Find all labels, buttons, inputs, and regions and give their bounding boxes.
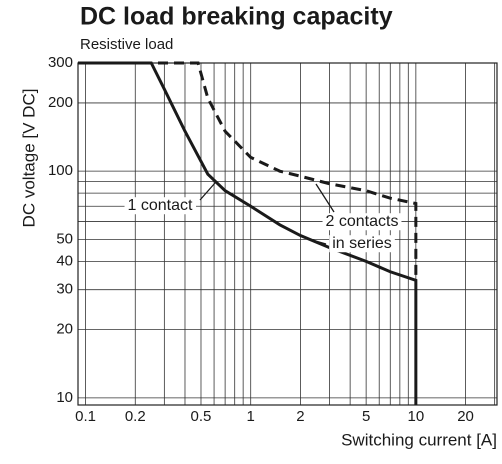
y-axis-label: DC voltage [V DC] bbox=[19, 89, 38, 228]
y-tick-label: 300 bbox=[48, 54, 73, 71]
annotation: in series bbox=[332, 235, 392, 252]
plot-frame bbox=[77, 62, 498, 406]
y-tick-label: 20 bbox=[56, 321, 73, 338]
chart-subtitle: Resistive load bbox=[80, 36, 173, 53]
annotation: 1 contact bbox=[128, 197, 193, 214]
y-tick-label: 50 bbox=[56, 230, 73, 247]
x-tick-label: 2 bbox=[296, 408, 304, 425]
x-tick-label: 0.5 bbox=[191, 408, 212, 425]
y-tick-label: 10 bbox=[56, 389, 73, 406]
annotation-bg bbox=[124, 197, 197, 215]
x-tick-label: 10 bbox=[408, 408, 425, 425]
leader-line bbox=[199, 182, 216, 201]
annotation-bg bbox=[329, 235, 395, 253]
x-tick-label: 0.1 bbox=[75, 408, 96, 425]
x-tick-label: 1 bbox=[247, 408, 255, 425]
leader-line bbox=[315, 183, 335, 213]
y-tick-label: 30 bbox=[56, 281, 73, 298]
x-axis-label: Switching current [A] bbox=[341, 430, 497, 449]
x-tick-label: 0.2 bbox=[125, 408, 146, 425]
annotation-bg bbox=[322, 213, 402, 231]
data-line bbox=[78, 61, 418, 405]
y-tick-label: 200 bbox=[48, 94, 73, 111]
y-tick-label: 40 bbox=[56, 252, 73, 269]
leader-line bbox=[311, 239, 327, 245]
chart-title: DC load breaking capacity bbox=[80, 3, 393, 31]
data-line bbox=[78, 61, 418, 281]
x-tick-label: 20 bbox=[457, 408, 474, 425]
y-tick-label: 100 bbox=[48, 162, 73, 179]
x-tick-label: 5 bbox=[362, 408, 370, 425]
annotation: 2 contacts bbox=[326, 213, 399, 230]
